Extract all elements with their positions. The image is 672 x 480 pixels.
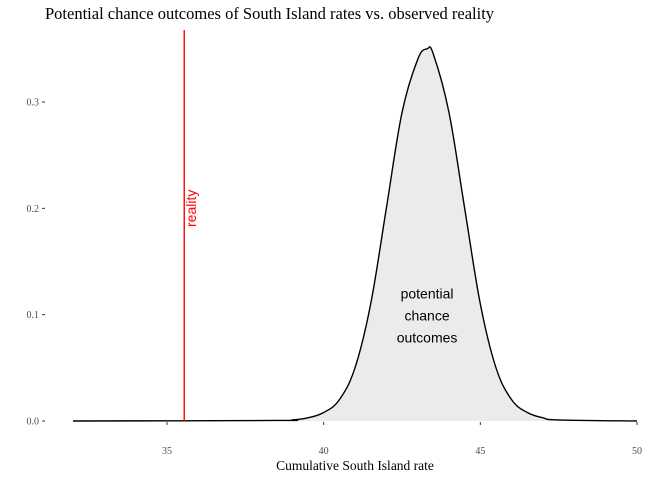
annotation-line-0: potential — [401, 286, 454, 302]
annotation-line-2: outcomes — [397, 330, 458, 346]
x-tick-label: 35 — [162, 446, 172, 457]
plot-area: reality potential chance outcomes — [72, 30, 638, 422]
density-curve-0 — [72, 46, 638, 422]
y-tick-label: 0.0 — [27, 417, 40, 428]
y-tick-label: 0.3 — [27, 98, 40, 109]
axes: 35 40 45 50 0.0 0.1 0.2 0.3 — [27, 98, 643, 458]
y-tick-label: 0.1 — [27, 310, 40, 321]
x-tick-label: 45 — [475, 446, 485, 457]
x-tick-label: 40 — [319, 446, 329, 457]
density-area-0 — [73, 46, 637, 422]
chart-title: Potential chance outcomes of South Islan… — [45, 4, 495, 23]
x-tick-label: 50 — [632, 446, 642, 457]
x-axis-title: Cumulative South Island rate — [276, 458, 434, 473]
annotation-line-1: chance — [404, 308, 449, 324]
reality-label: reality — [183, 190, 199, 227]
y-tick-label: 0.2 — [27, 204, 40, 215]
